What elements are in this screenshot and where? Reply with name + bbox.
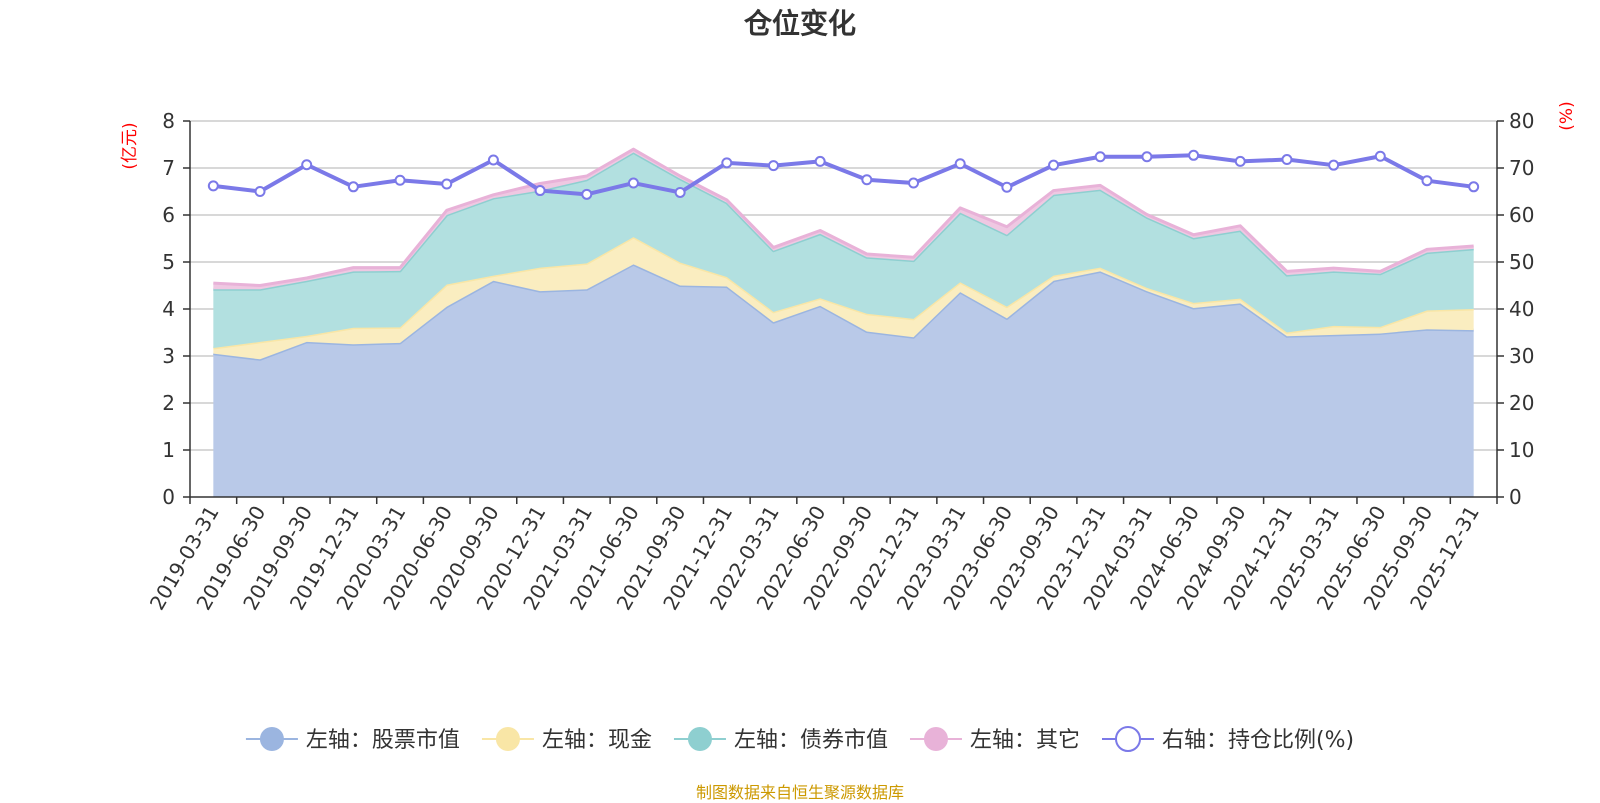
ratio-point [441,178,453,190]
ratio-point [908,177,920,189]
ratio-point [207,180,219,192]
left-tick-label: 4 [162,297,175,321]
legend-label: 左轴：股票市值 [306,728,460,753]
left-tick-label: 1 [162,438,175,462]
left-tick-label: 2 [162,391,175,415]
ratio-point [814,155,826,167]
right-axis-unit: (%) [1557,101,1577,130]
right-tick-label: 50 [1509,250,1534,274]
legend-item-3: 左轴：其它 [909,727,1080,753]
legend: 左轴：股票市值 左轴：现金 左轴：债券市值 左轴：其它 右轴：持仓比例(%) [245,726,1354,753]
area-series-0 [213,264,1474,497]
right-tick-label: 80 [1509,109,1534,133]
ratio-point [581,188,593,200]
ratio-point [1421,175,1433,187]
right-tick-label: 40 [1509,297,1534,321]
legend-label: 右轴：持仓比例(%) [1162,728,1354,753]
left-tick-label: 6 [162,203,175,227]
ratio-point [301,159,313,171]
legend-label: 左轴：其它 [970,728,1080,753]
ratio-point [1374,150,1386,162]
ratio-point [1234,155,1246,167]
legend-item-4: 右轴：持仓比例(%) [1101,726,1354,753]
legend-marker [495,727,520,751]
legend-marker [687,727,712,751]
right-tick-label: 10 [1509,438,1534,462]
right-tick-label: 70 [1509,156,1534,180]
legend-item-2: 左轴：债券市值 [673,727,888,753]
ratio-point [254,186,266,197]
ratio-point [674,186,686,198]
stacked-areas [213,147,1474,497]
data-source-note: 制图数据来自恒生聚源数据库 [695,783,904,802]
chart-title: 仓位变化 [743,7,856,40]
area-edge-series-3 [213,147,1474,287]
legend-marker [1114,726,1141,752]
ratio-point [1281,154,1293,166]
ratio-point [487,154,499,166]
ratio-line [207,149,1480,200]
area-series-2 [213,152,1474,349]
legend-label: 左轴：债券市值 [734,728,888,753]
right-tick-label: 60 [1509,203,1534,227]
right-tick-label: 20 [1509,391,1534,415]
legend-marker [923,727,948,751]
left-tick-label: 7 [162,156,175,180]
legend-item-0: 左轴：股票市值 [245,727,460,753]
legend-marker [259,727,284,751]
ratio-point [534,185,546,197]
ratio-point [1468,181,1480,193]
left-tick-label: 5 [162,250,175,274]
ratio-point [721,157,733,169]
left-tick-label: 8 [162,109,175,133]
left-tick-label: 0 [162,485,175,509]
left-axis-unit: (亿元) [120,122,140,169]
ratio-point [954,158,966,170]
ratio-point [1001,181,1013,193]
left-tick-label: 3 [162,344,175,368]
ratio-point [347,181,359,193]
ratio-point [1188,149,1200,161]
ratio-point [1094,151,1106,163]
right-tick-label: 0 [1509,485,1522,509]
ratio-point [861,174,873,186]
ratio-point [1141,151,1153,163]
ratio-point [394,174,406,186]
ratio-point [627,177,639,189]
ratio-point [1048,159,1060,171]
ratio-point [1328,159,1340,171]
legend-label: 左轴：现金 [542,728,652,753]
ratio-polyline [213,153,1474,197]
ratio-point [767,160,779,172]
legend-item-1: 左轴：现金 [481,727,652,753]
right-tick-label: 30 [1509,344,1534,368]
